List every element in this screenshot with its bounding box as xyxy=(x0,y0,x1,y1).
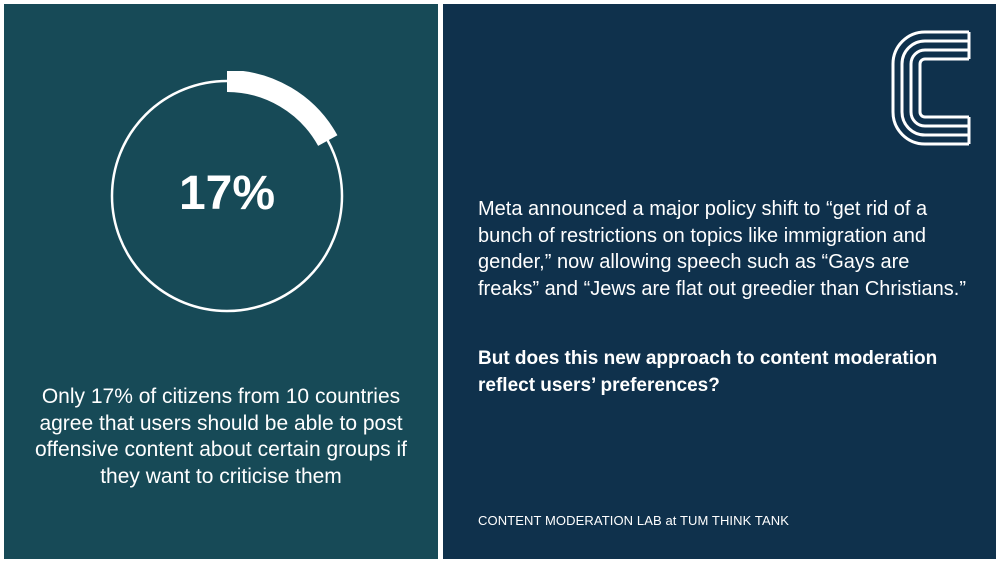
stat-panel: 17% Only 17% of citizens from 10 countri… xyxy=(4,4,438,559)
logo-graphic xyxy=(891,30,971,146)
percentage-value: 17% xyxy=(178,167,276,220)
donut-chart xyxy=(110,71,344,313)
footer-credit: CONTENT MODERATION LAB at TUM THINK TANK xyxy=(478,513,789,528)
c-logo-icon xyxy=(889,28,973,148)
question-text: But does this new approach to content mo… xyxy=(478,348,938,396)
percentage-donut: 17% xyxy=(102,71,352,321)
stat-caption: Only 17% of citizens from 10 countries a… xyxy=(34,385,408,488)
donut-progress-arc xyxy=(226,71,338,147)
content-panel: Meta announced a major policy shift to “… xyxy=(443,4,996,559)
announcement-text: Meta announced a major policy shift to “… xyxy=(478,198,966,300)
